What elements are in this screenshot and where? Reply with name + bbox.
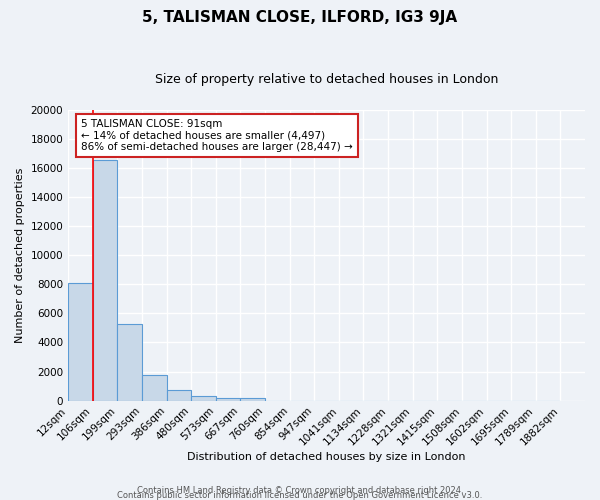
Text: Contains public sector information licensed under the Open Government Licence v3: Contains public sector information licen… [118,491,482,500]
Text: 5, TALISMAN CLOSE, ILFORD, IG3 9JA: 5, TALISMAN CLOSE, ILFORD, IG3 9JA [142,10,458,25]
Bar [142,375,167,400]
Bar [241,398,265,400]
Bar [191,396,216,400]
Bar [118,324,142,400]
X-axis label: Distribution of detached houses by size in London: Distribution of detached houses by size … [187,452,466,462]
Bar [68,283,93,401]
Text: Contains HM Land Registry data © Crown copyright and database right 2024.: Contains HM Land Registry data © Crown c… [137,486,463,495]
Bar [216,398,241,400]
Y-axis label: Number of detached properties: Number of detached properties [15,168,25,343]
Bar [93,160,118,400]
Title: Size of property relative to detached houses in London: Size of property relative to detached ho… [155,72,498,86]
Text: 5 TALISMAN CLOSE: 91sqm
← 14% of detached houses are smaller (4,497)
86% of semi: 5 TALISMAN CLOSE: 91sqm ← 14% of detache… [81,119,353,152]
Bar [167,390,191,400]
